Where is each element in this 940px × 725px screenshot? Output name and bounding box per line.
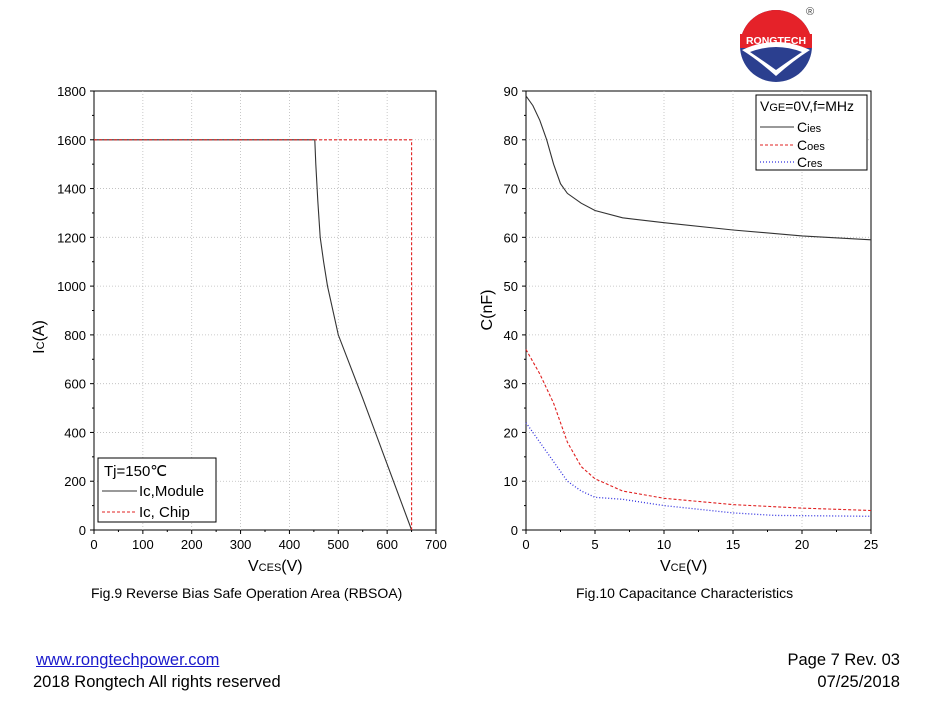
capacitance-chart: 0 5 10 15 20 25 0 10 20 30 40 50 60 70 80 90 VCE(V) C(n… [479,84,879,575]
legend-label-cies: Cies [797,119,822,135]
series-ic-chip-line [94,139,413,530]
fig9-caption: Fig.9 Reverse Bias Safe Operation Area (… [91,585,403,601]
x-tick-label: 25 [864,537,878,552]
x-tick-label: 0 [522,537,529,552]
y-tick-label: 1400 [57,182,86,197]
y-tick-label: 50 [504,279,518,294]
x-tick-label: 700 [425,537,447,552]
y-tick-label: 30 [504,377,518,392]
x-tick-label: 20 [795,537,809,552]
y-tick-label: 1800 [57,84,86,99]
y-axis-label: IC(A) [31,320,48,354]
x-tick-label: 100 [132,537,154,552]
y-tick-label: 80 [504,133,518,148]
rongtech-logo: RONGTECH ® [736,4,820,84]
series-coes-line [525,349,872,512]
legend: Tj=150℃ Ic,Module Ic, Chip [97,457,217,523]
series-group [94,139,413,531]
legend-title: VGE=0V,f=MHz [760,98,854,114]
y-tick-label: 10 [504,474,518,489]
registered-mark: ® [806,6,814,18]
website-link[interactable]: www.rongtechpower.com [36,651,220,669]
y-tick-label: 400 [64,425,86,440]
y-tick-label: 0 [79,523,86,538]
series-cres-line [525,422,872,517]
y-tick-label: 40 [504,328,518,343]
legend: VGE=0V,f=MHz Cies Coes Cres [755,94,868,171]
x-tick-label: 5 [591,537,598,552]
y-tick-label: 1200 [57,230,86,245]
x-tick-label: 300 [230,537,252,552]
grid [526,91,871,530]
y-tick-label: 200 [64,474,86,489]
revision-date: 07/25/2018 [817,673,900,691]
legend-label-cres: Cres [797,154,823,170]
series-cies-line [525,95,872,241]
y-tick-label: 1000 [57,279,86,294]
y-axis-label: C(nF) [479,290,496,331]
x-axis-label: VCE(V) [660,558,707,575]
axis-ticks: 0 5 10 15 20 25 0 10 20 30 40 50 60 70 80 90 [504,84,879,552]
legend-label-chip: Ic, Chip [139,504,190,521]
legend-label-coes: Coes [797,137,825,153]
legend-label-module: Ic,Module [139,483,204,500]
x-tick-label: 15 [726,537,740,552]
x-tick-label: 400 [279,537,301,552]
page-number: Page 7 Rev. 03 [787,651,900,669]
x-tick-label: 0 [90,537,97,552]
y-tick-label: 800 [64,328,86,343]
series-group [525,95,872,517]
x-axis-label: VCES(V) [248,558,303,575]
x-tick-label: 600 [376,537,398,552]
y-tick-label: 0 [511,523,518,538]
logo-text: RONGTECH [746,35,806,47]
y-tick-label: 70 [504,182,518,197]
copyright-text: 2018 Rongtech All rights reserved [33,673,281,691]
x-tick-label: 10 [657,537,671,552]
fig10-caption: Fig.10 Capacitance Characteristics [576,585,794,601]
rbsoa-chart: 0 100 200 300 400 500 600 700 0 200 400 600 800 1000 1… [31,84,447,575]
y-tick-label: 90 [504,84,518,99]
legend-title: Tj=150℃ [104,463,167,480]
y-tick-label: 600 [64,377,86,392]
x-tick-label: 500 [327,537,349,552]
y-tick-label: 60 [504,230,518,245]
series-ic-module-line [94,139,413,531]
axis-ticks: 0 100 200 300 400 500 600 700 0 200 400 600 800 1000 1… [57,84,447,552]
y-tick-label: 1600 [57,133,86,148]
y-tick-label: 20 [504,425,518,440]
x-tick-label: 200 [181,537,203,552]
